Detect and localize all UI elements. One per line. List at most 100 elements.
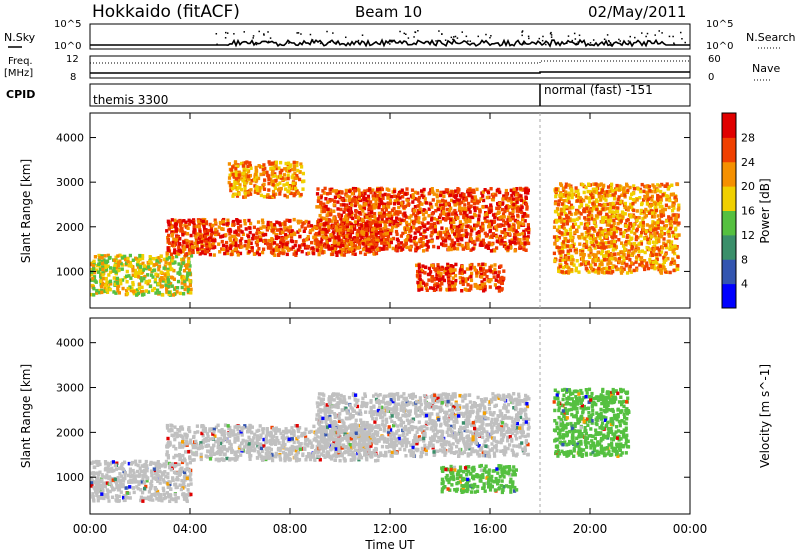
power-cell-r3 [425,248,429,252]
power-cell-r1 [358,239,362,243]
power-cell-r2 [247,176,251,181]
power-cell-r1 [218,220,222,225]
power-cell-r5 [653,187,657,192]
power-cell-r4 [463,287,467,292]
power-cell-r4 [437,267,441,272]
power-cell-r0 [159,285,163,289]
power-cell-r5 [609,214,613,219]
power-cell-r5 [671,208,675,213]
power-cell-r3 [335,222,339,227]
power-ylabel: Slant Range [km] [19,159,33,263]
power-cell-r3 [519,198,523,203]
power-cell-r1 [209,228,214,233]
power-cell-r1 [223,251,227,256]
power-cell-r1 [346,250,350,254]
power-cell-r3 [322,202,326,206]
nave-tick-60: 60 [708,54,721,65]
power-cell-r3 [498,224,502,228]
power-cell-r5 [599,198,603,202]
power-cell-r1 [279,240,283,245]
power-cell-r5 [611,205,616,210]
power-cell-r5 [658,197,662,202]
power-cell-r3 [396,197,400,202]
power-cell-r5 [652,185,656,189]
power-cell-r0 [149,273,154,277]
power-cell-r0 [116,286,120,290]
power-cell-r1 [200,245,204,249]
power-cell-r0 [103,254,107,258]
power-cell-r1 [207,236,211,241]
power-cell-r1 [199,240,203,244]
power-cell-r3 [469,232,473,237]
power-cell-r3 [468,239,472,243]
noise-search-dot [332,32,334,34]
noise-search-dot [603,38,606,41]
power-cell-r3 [393,194,397,198]
power-cell-r3 [478,210,482,214]
power-cell-r3 [420,202,424,206]
power-cell-r5 [567,270,571,274]
power-cell-r3 [523,237,527,241]
power-cell-r3 [416,197,420,201]
power-cell-r5 [569,248,573,253]
noise-right-ytick-bottom: 10^0 [706,41,733,52]
velocity-cell-r0 [119,474,123,478]
power-cell-r4 [498,285,502,290]
power-cell-r5 [574,250,578,255]
power-cell-r4 [476,286,480,290]
power-cell-r3 [510,205,514,209]
power-cell-r3 [431,198,435,202]
power-cell-r5 [639,189,643,194]
power-cell-r3 [389,240,393,245]
power-cell-r5 [627,241,631,245]
power-cell-r5 [668,243,672,248]
power-cell-r1 [312,235,316,240]
power-cell-r2 [284,187,288,191]
power-cell-r5 [594,187,599,191]
power-cell-r4 [432,288,436,292]
power-cell-r1 [199,221,203,225]
power-cell-r5 [607,240,611,245]
power-cell-r1 [306,235,310,239]
power-cell-r0 [166,277,170,281]
power-cell-r3 [331,235,335,239]
power-cell-r3 [349,229,353,233]
power-cell-r2 [266,193,270,197]
power-cell-r5 [676,208,680,212]
power-cell-r1 [238,219,242,224]
power-cell-r5 [648,224,652,228]
power-cell-r1 [187,240,191,244]
power-cell-r5 [630,261,634,265]
power-cell-r3 [386,231,391,235]
power-cell-r1 [376,236,380,241]
power-cell-r3 [348,235,352,239]
power-cell-r5 [616,267,620,271]
power-cell-r5 [567,183,571,187]
velocity-cell-r0 [109,484,114,488]
power-cell-r3 [430,218,434,222]
power-cell-r1 [222,222,226,226]
power-cell-r5 [597,269,601,274]
power-cell-r5 [659,268,663,272]
power-cell-r5 [568,227,572,232]
power-cell-r5 [624,205,628,209]
power-cell-r0 [172,277,176,281]
power-cell-r3 [407,202,411,206]
power-cell-r3 [458,193,463,198]
power-cell-r3 [345,213,349,217]
power-cell-r3 [360,230,364,234]
noise-search-dot [649,40,651,42]
power-cell-r3 [513,233,517,237]
power-cell-r5 [668,198,672,203]
power-cell-r3 [413,220,417,224]
power-cell-r0 [109,266,113,270]
power-cell-r4 [437,273,441,278]
power-cell-r5 [604,250,608,255]
power-cell-r5 [600,195,604,199]
power-cell-r1 [229,229,233,233]
power-cell-r3 [509,228,513,232]
power-cell-r0 [153,279,157,284]
power-cell-r3 [350,247,354,251]
power-cell-r3 [354,213,358,218]
